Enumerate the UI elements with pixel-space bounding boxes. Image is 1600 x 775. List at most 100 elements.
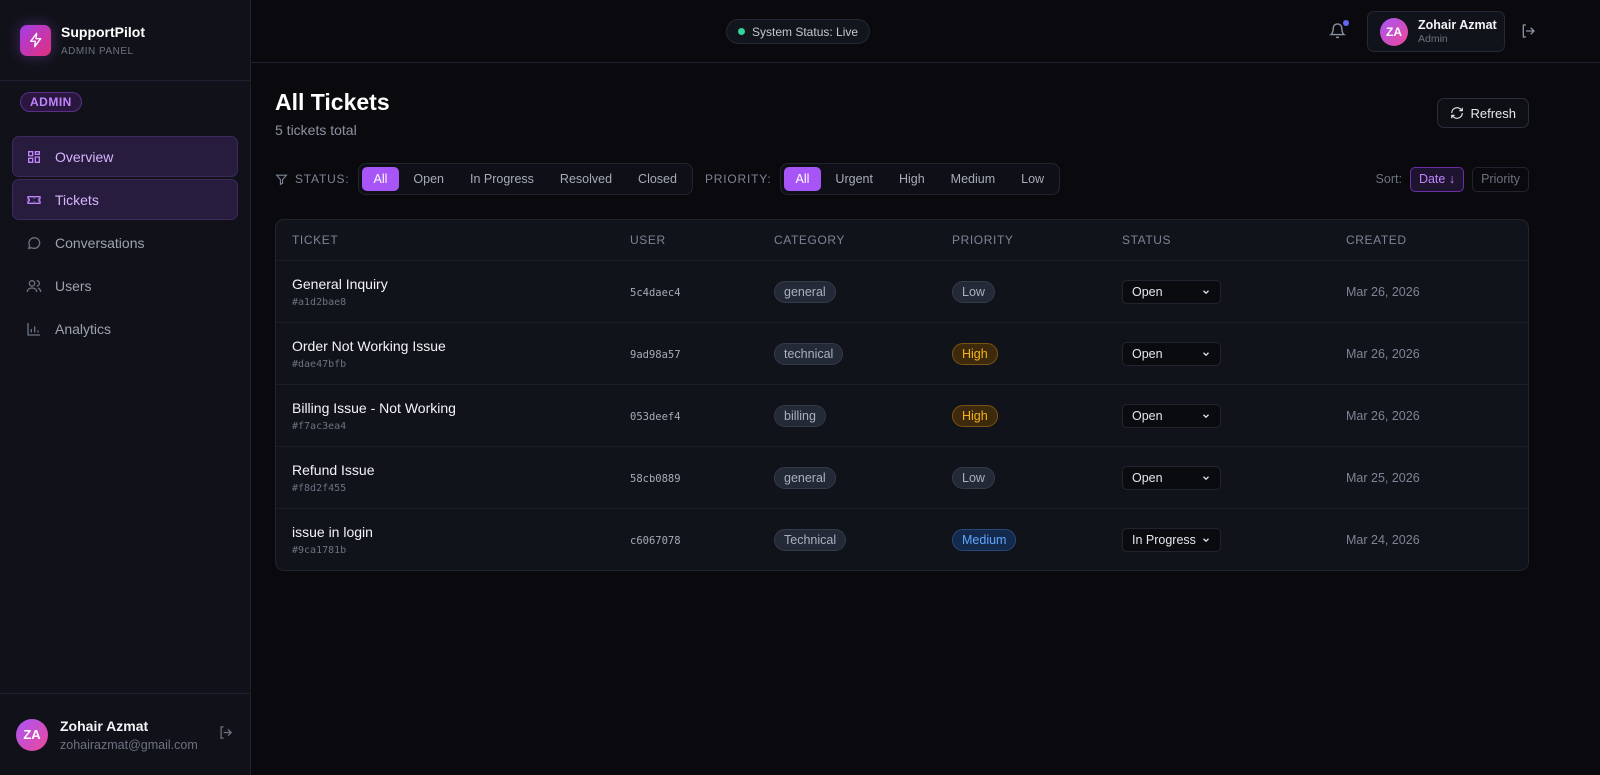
- system-status: System Status: Live: [726, 19, 871, 44]
- priority-badge: Low: [952, 280, 995, 303]
- priority-filter-high[interactable]: High: [898, 172, 925, 186]
- notification-dot: [1343, 20, 1349, 26]
- ticket-id: #f7ac3ea4: [292, 420, 347, 432]
- priority-filter-all[interactable]: All: [783, 167, 822, 191]
- sidebar-item-overview[interactable]: Overview: [12, 136, 238, 177]
- user-menu[interactable]: ZA Zohair Azmat Admin: [1367, 11, 1505, 52]
- status-select[interactable]: Open: [1122, 465, 1221, 490]
- logout-icon[interactable]: [218, 725, 233, 745]
- filter-bar: STATUS: All Open In Progress Resolved Closed…: [275, 162, 1529, 196]
- status-filter-resolved[interactable]: Resolved: [559, 172, 613, 186]
- user-id: 58cb0889: [630, 472, 681, 485]
- status-select[interactable]: Open: [1122, 341, 1221, 366]
- avatar: ZA: [1380, 17, 1408, 46]
- status-filter-in-progress[interactable]: In Progress: [470, 172, 534, 186]
- ticket-title[interactable]: Refund Issue: [292, 461, 375, 478]
- user-name: Zohair Azmat: [60, 717, 149, 734]
- table-row[interactable]: Billing Issue - Not Working #f7ac3ea4 053…: [276, 384, 1528, 446]
- sidebar-user: ZA Zohair Azmat zohairazmat@gmail.com: [0, 693, 250, 775]
- ticket-id: #f8d2f455: [292, 482, 347, 494]
- column-header: STATUS: [1122, 233, 1172, 247]
- status-value: Open: [1132, 284, 1163, 299]
- main-content: All Tickets 5 tickets total Refresh STAT…: [275, 63, 1529, 571]
- status-filter-all[interactable]: All: [361, 167, 400, 191]
- created-date: Mar 24, 2026: [1346, 532, 1420, 547]
- brand-subtitle: ADMIN PANEL: [61, 45, 134, 57]
- priority-filter: All Urgent High Medium Low: [779, 163, 1061, 195]
- sort-date-button[interactable]: Date ↓: [1409, 166, 1465, 192]
- sidebar-item-analytics[interactable]: Analytics: [12, 308, 238, 349]
- chevron-down-icon: [1203, 413, 1209, 418]
- refresh-icon: [1451, 107, 1464, 119]
- bar-chart-icon: [27, 322, 40, 336]
- ticket-count: 5 tickets total: [275, 122, 357, 138]
- priority-filter-medium[interactable]: Medium: [950, 172, 996, 186]
- users-icon: [26, 279, 42, 292]
- refresh-label: Refresh: [1470, 105, 1516, 121]
- chevron-down-icon: [1203, 289, 1209, 294]
- created-date: Mar 26, 2026: [1346, 284, 1420, 299]
- created-date: Mar 26, 2026: [1346, 346, 1420, 361]
- status-filter-label: STATUS:: [275, 172, 350, 186]
- category-badge: technical: [774, 342, 844, 365]
- ticket-title[interactable]: issue in login: [292, 523, 373, 540]
- status-value: Open: [1132, 408, 1163, 423]
- chevron-down-icon: [1203, 351, 1209, 356]
- chevron-down-icon: [1203, 537, 1209, 542]
- sidebar-item-tickets[interactable]: Tickets: [12, 179, 238, 220]
- tickets-table: TICKET USER CATEGORY PRIORITY STATUS CREATED …: [275, 219, 1529, 571]
- refresh-button[interactable]: Refresh: [1437, 98, 1529, 128]
- status-value: Open: [1132, 470, 1163, 485]
- filter-icon: [275, 174, 288, 185]
- topbar: System Status: Live ZA Zohair Azmat Admi…: [251, 0, 1600, 63]
- user-id: 5c4daec4: [630, 286, 681, 299]
- avatar: ZA: [16, 718, 48, 751]
- ticket-title[interactable]: Order Not Working Issue: [292, 337, 446, 354]
- table-row[interactable]: issue in login #9ca1781b c6067078 Technic…: [276, 508, 1528, 570]
- category-badge: Technical: [774, 528, 847, 551]
- user-email: zohairazmat@gmail.com: [60, 737, 198, 752]
- status-select[interactable]: Open: [1122, 403, 1221, 428]
- user-role: Admin: [1418, 33, 1448, 45]
- chat-icon: [27, 236, 41, 249]
- sort-control: Sort: Date ↓ Priority: [1376, 166, 1529, 192]
- table-row[interactable]: General Inquiry #a1d2bae8 5c4daec4 genera…: [276, 260, 1528, 322]
- ticket-id: #dae47bfb: [292, 358, 347, 370]
- ticket-id: #a1d2bae8: [292, 296, 347, 308]
- column-header: PRIORITY: [952, 233, 1014, 247]
- priority-badge: High: [952, 342, 998, 365]
- status-filter: All Open In Progress Resolved Closed: [357, 163, 693, 195]
- sidebar-item-label: Conversations: [55, 234, 145, 251]
- bell-icon[interactable]: [1328, 20, 1349, 45]
- column-header: CATEGORY: [774, 233, 846, 247]
- sidebar-item-users[interactable]: Users: [12, 265, 238, 306]
- status-select[interactable]: In Progress: [1122, 527, 1221, 552]
- brand-name: SupportPilot: [61, 23, 145, 40]
- status-value: Open: [1132, 346, 1163, 361]
- chevron-down-icon: [1203, 475, 1209, 480]
- sidebar-item-conversations[interactable]: Conversations: [12, 222, 238, 263]
- priority-badge: Medium: [952, 528, 1017, 551]
- user-id: c6067078: [630, 534, 681, 547]
- category-badge: billing: [774, 404, 826, 427]
- priority-badge: Low: [952, 466, 995, 489]
- ticket-title[interactable]: General Inquiry: [292, 275, 388, 292]
- sort-priority-button[interactable]: Priority: [1472, 166, 1529, 192]
- status-filter-open[interactable]: Open: [413, 172, 444, 186]
- table-row[interactable]: Order Not Working Issue #dae47bfb 9ad98a5…: [276, 322, 1528, 384]
- status-select[interactable]: Open: [1122, 279, 1221, 304]
- sidebar-item-label: Tickets: [55, 191, 99, 208]
- status-filter-closed[interactable]: Closed: [638, 172, 677, 186]
- created-date: Mar 26, 2026: [1346, 408, 1420, 423]
- bolt-icon: [20, 24, 51, 56]
- sidebar-item-label: Overview: [55, 148, 114, 165]
- table-row[interactable]: Refund Issue #f8d2f455 58cb0889 general L…: [276, 446, 1528, 508]
- sidebar: SupportPilot ADMIN PANEL ADMIN Overview T…: [0, 0, 251, 775]
- priority-filter-low[interactable]: Low: [1021, 172, 1045, 186]
- user-name: Zohair Azmat: [1418, 18, 1497, 32]
- category-badge: general: [774, 466, 836, 489]
- priority-filter-urgent[interactable]: Urgent: [835, 172, 873, 186]
- table-header: TICKET USER CATEGORY PRIORITY STATUS CREATED: [276, 220, 1528, 260]
- logout-icon[interactable]: [1520, 23, 1536, 44]
- ticket-title[interactable]: Billing Issue - Not Working: [292, 399, 456, 416]
